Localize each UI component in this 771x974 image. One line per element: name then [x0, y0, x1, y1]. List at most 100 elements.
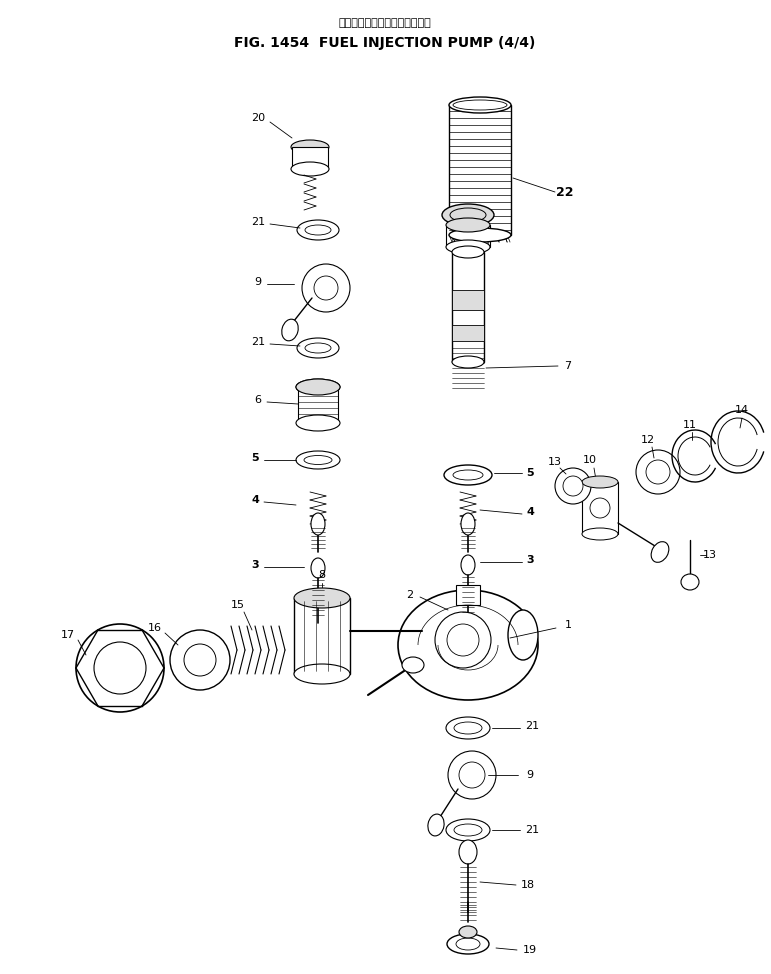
Text: 13: 13 — [548, 457, 562, 467]
Ellipse shape — [454, 824, 482, 836]
Ellipse shape — [459, 926, 477, 938]
Ellipse shape — [508, 610, 538, 660]
Text: 3: 3 — [526, 555, 534, 565]
Text: 8: 8 — [318, 570, 325, 580]
Circle shape — [563, 476, 583, 496]
Text: 5: 5 — [251, 453, 259, 463]
Ellipse shape — [453, 470, 483, 480]
Text: 21: 21 — [525, 721, 539, 731]
Ellipse shape — [446, 218, 490, 232]
Text: 20: 20 — [251, 113, 265, 123]
Ellipse shape — [305, 225, 331, 235]
Ellipse shape — [446, 240, 490, 254]
Ellipse shape — [681, 574, 699, 590]
Circle shape — [555, 468, 591, 504]
Circle shape — [447, 624, 479, 656]
Ellipse shape — [459, 840, 477, 864]
Bar — [446, 225, 490, 247]
Text: 15: 15 — [231, 600, 245, 610]
Bar — [292, 147, 328, 169]
Bar — [452, 325, 484, 341]
Ellipse shape — [450, 208, 486, 222]
Ellipse shape — [582, 528, 618, 540]
Text: 3: 3 — [251, 560, 259, 570]
Ellipse shape — [452, 246, 484, 258]
Circle shape — [435, 612, 491, 668]
Text: 18: 18 — [521, 880, 535, 890]
Text: 21: 21 — [251, 337, 265, 347]
Ellipse shape — [311, 558, 325, 578]
Circle shape — [302, 264, 350, 312]
Text: 22: 22 — [556, 185, 574, 199]
Ellipse shape — [296, 451, 340, 469]
Ellipse shape — [305, 343, 331, 353]
Text: 21: 21 — [251, 217, 265, 227]
Text: 17: 17 — [61, 630, 75, 640]
Text: 13: 13 — [703, 550, 717, 560]
Circle shape — [448, 751, 496, 799]
Ellipse shape — [453, 100, 507, 110]
Bar — [452, 252, 484, 362]
Ellipse shape — [454, 722, 482, 734]
Ellipse shape — [296, 379, 340, 395]
Text: 16: 16 — [148, 623, 162, 633]
Text: 1: 1 — [564, 620, 571, 630]
Circle shape — [590, 498, 610, 518]
Ellipse shape — [444, 465, 492, 485]
Text: 6: 6 — [254, 395, 261, 405]
Text: フェルインジェクションポンプ: フェルインジェクションポンプ — [338, 18, 432, 28]
Text: 9: 9 — [527, 770, 534, 780]
Circle shape — [170, 630, 230, 690]
Ellipse shape — [447, 934, 489, 954]
Text: 10: 10 — [583, 455, 597, 465]
Text: 7: 7 — [564, 361, 571, 371]
Text: 2: 2 — [406, 590, 413, 600]
Bar — [452, 290, 484, 310]
Ellipse shape — [456, 938, 480, 950]
Text: 19: 19 — [523, 945, 537, 955]
Bar — [449, 105, 511, 235]
Circle shape — [636, 450, 680, 494]
Ellipse shape — [449, 228, 511, 242]
Bar — [582, 482, 618, 534]
Circle shape — [76, 624, 164, 712]
Ellipse shape — [294, 588, 350, 608]
Text: 14: 14 — [735, 405, 749, 415]
Circle shape — [646, 460, 670, 484]
Ellipse shape — [452, 356, 484, 368]
Ellipse shape — [304, 456, 332, 465]
Ellipse shape — [651, 542, 669, 562]
Ellipse shape — [449, 97, 511, 113]
Ellipse shape — [402, 657, 424, 673]
Text: FIG. 1454  FUEL INJECTION PUMP (4/4): FIG. 1454 FUEL INJECTION PUMP (4/4) — [234, 36, 536, 50]
Text: 4: 4 — [526, 507, 534, 517]
Ellipse shape — [294, 664, 350, 684]
Bar — [298, 387, 338, 423]
Ellipse shape — [446, 717, 490, 739]
Ellipse shape — [281, 319, 298, 341]
Ellipse shape — [296, 415, 340, 431]
Text: 11: 11 — [683, 420, 697, 430]
Ellipse shape — [311, 513, 325, 535]
Circle shape — [459, 762, 485, 788]
Ellipse shape — [297, 220, 339, 240]
Text: 9: 9 — [254, 277, 261, 287]
Circle shape — [94, 642, 146, 694]
Ellipse shape — [291, 140, 329, 154]
Ellipse shape — [582, 476, 618, 488]
Circle shape — [184, 644, 216, 676]
Ellipse shape — [461, 555, 475, 575]
Text: 21: 21 — [525, 825, 539, 835]
Bar — [294, 598, 350, 674]
Ellipse shape — [446, 819, 490, 841]
Ellipse shape — [428, 814, 444, 836]
Ellipse shape — [442, 204, 494, 226]
Circle shape — [314, 276, 338, 300]
Ellipse shape — [297, 338, 339, 358]
Text: 12: 12 — [641, 435, 655, 445]
Text: 5: 5 — [526, 468, 534, 478]
Ellipse shape — [398, 590, 538, 700]
Ellipse shape — [296, 379, 340, 395]
Ellipse shape — [461, 513, 475, 535]
Bar — [456, 585, 480, 605]
